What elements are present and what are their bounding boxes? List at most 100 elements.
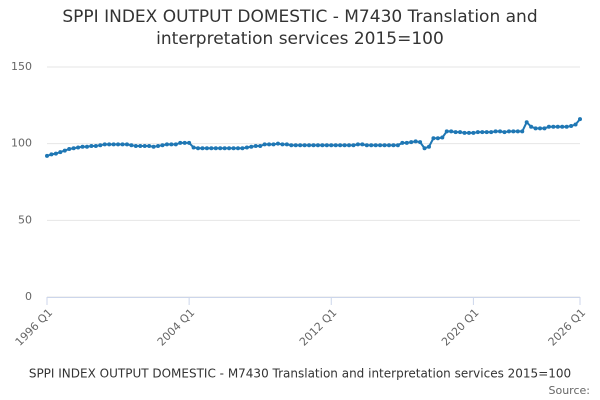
legend-entry: SPPI INDEX OUTPUT DOMESTIC - M7430 Trans… <box>29 367 571 381</box>
x-tick-label: 2012 Q1 <box>297 306 340 349</box>
data-point <box>569 124 574 129</box>
data-point <box>142 143 147 148</box>
data-point <box>560 124 565 129</box>
data-point <box>364 143 369 148</box>
data-point <box>422 146 427 151</box>
data-point <box>98 143 103 148</box>
data-point <box>138 143 143 148</box>
data-point <box>333 143 338 148</box>
data-point <box>431 136 436 141</box>
data-point <box>315 143 320 148</box>
data-point <box>400 140 405 145</box>
data-point <box>147 143 152 148</box>
data-point <box>151 144 156 149</box>
x-tick-label: 2020 Q1 <box>439 306 482 349</box>
data-point <box>187 140 192 145</box>
data-point <box>387 143 392 148</box>
data-point <box>338 143 343 148</box>
data-point <box>213 146 218 151</box>
data-point <box>209 146 214 151</box>
data-point <box>58 150 63 155</box>
data-point <box>258 143 263 148</box>
data-point <box>222 146 227 151</box>
data-point <box>395 143 400 148</box>
data-point <box>471 130 476 135</box>
data-point <box>231 146 236 151</box>
data-point <box>244 145 249 150</box>
y-tick-label: 150 <box>11 60 32 73</box>
data-point <box>484 130 489 135</box>
data-point <box>307 143 312 148</box>
data-point <box>360 142 365 147</box>
data-point <box>351 143 356 148</box>
data-point <box>271 142 276 147</box>
data-point <box>409 140 414 145</box>
data-point <box>102 142 107 147</box>
data-point <box>466 130 471 135</box>
data-point <box>418 140 423 145</box>
data-point <box>515 129 520 134</box>
data-point <box>160 143 165 148</box>
data-point <box>182 140 187 145</box>
data-point <box>169 142 174 147</box>
data-point <box>413 139 418 144</box>
data-point <box>458 130 463 135</box>
data-point <box>280 142 285 147</box>
data-point <box>76 145 81 150</box>
data-point <box>369 143 374 148</box>
data-point <box>62 148 67 153</box>
data-point <box>262 142 267 147</box>
data-point <box>555 124 560 129</box>
data-point <box>520 129 525 134</box>
data-point <box>253 143 258 148</box>
data-point <box>49 152 54 157</box>
data-point <box>111 142 116 147</box>
data-point <box>293 143 298 148</box>
data-point <box>546 124 551 129</box>
data-point <box>71 146 76 151</box>
data-point <box>435 136 440 141</box>
data-point <box>391 143 396 148</box>
chart-title: interpretation services 2015=100 <box>156 29 444 49</box>
data-point <box>204 146 209 151</box>
data-point <box>218 146 223 151</box>
data-point <box>267 142 272 147</box>
data-point <box>298 143 303 148</box>
data-point <box>120 142 125 147</box>
data-point <box>404 140 409 145</box>
data-point <box>453 130 458 135</box>
data-point <box>511 129 516 134</box>
data-point <box>240 146 245 151</box>
data-point <box>107 142 112 147</box>
data-point <box>235 146 240 151</box>
data-point <box>551 124 556 129</box>
data-point <box>564 124 569 129</box>
data-point <box>275 141 280 146</box>
chart-title: SPPI INDEX OUTPUT DOMESTIC - M7430 Trans… <box>62 7 537 27</box>
data-point <box>355 142 360 147</box>
data-point <box>440 135 445 140</box>
data-point <box>173 142 178 147</box>
data-point <box>200 146 205 151</box>
data-point <box>80 144 85 149</box>
data-line <box>46 118 581 157</box>
data-point <box>378 143 383 148</box>
data-point <box>89 143 94 148</box>
data-point <box>289 143 294 148</box>
data-point <box>156 143 161 148</box>
data-point <box>320 143 325 148</box>
data-point <box>311 143 316 148</box>
data-point <box>116 142 121 147</box>
data-point <box>67 147 72 152</box>
data-point <box>129 143 134 148</box>
data-point <box>426 144 431 149</box>
data-point <box>342 143 347 148</box>
x-tick-label: 1996 Q1 <box>13 306 56 349</box>
data-point <box>191 145 196 150</box>
data-point <box>347 143 352 148</box>
data-point <box>324 143 329 148</box>
data-point <box>382 143 387 148</box>
data-point <box>133 143 138 148</box>
data-point <box>196 146 201 151</box>
data-point <box>480 130 485 135</box>
